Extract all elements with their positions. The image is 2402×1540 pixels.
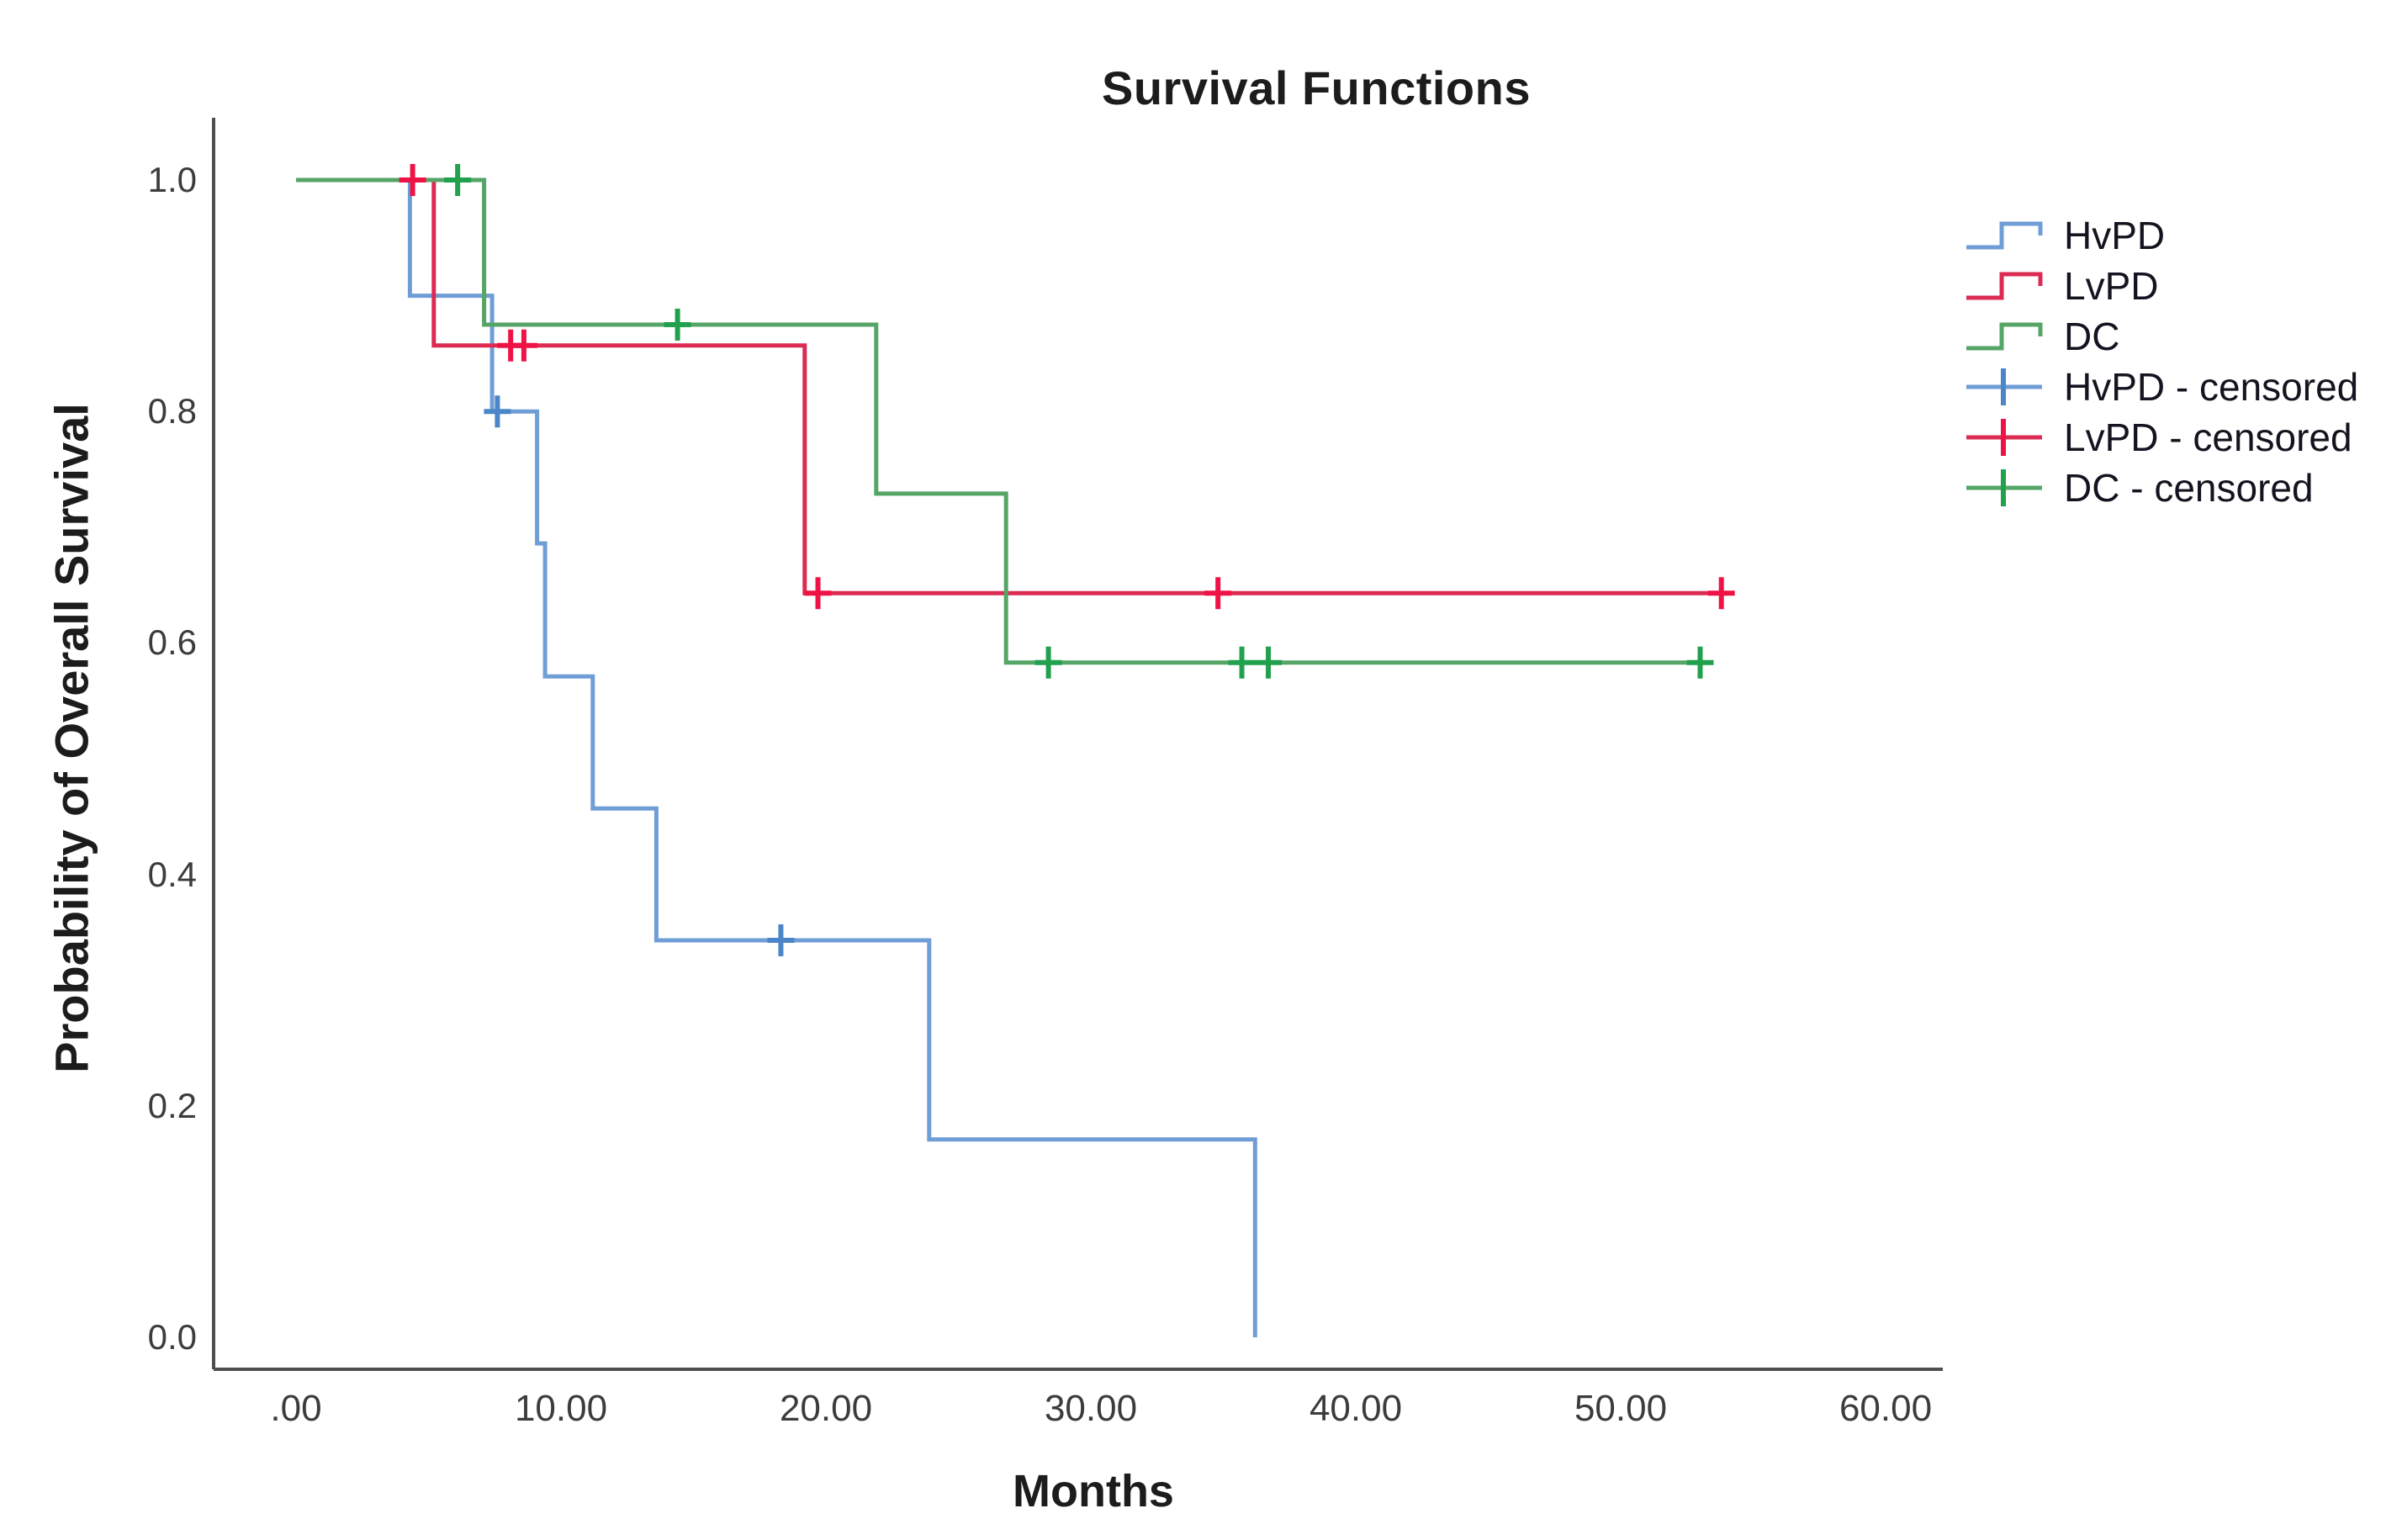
legend-item-lvpd-censored: LvPD - censored bbox=[1965, 412, 2352, 463]
legend-step-icon bbox=[1966, 221, 2043, 250]
legend-label: HvPD - censored bbox=[2064, 365, 2359, 409]
x-tick-label: 40.00 bbox=[1309, 1388, 1403, 1429]
series-line-LvPD bbox=[296, 177, 1733, 595]
chart-title: Survival Functions bbox=[1102, 61, 1531, 114]
x-tick-label: 50.00 bbox=[1574, 1388, 1668, 1429]
legend-label: DC - censored bbox=[2064, 466, 2314, 510]
legend-label: LvPD - censored bbox=[2064, 415, 2352, 459]
censor-mark-LvPD bbox=[804, 577, 832, 610]
series-line-HvPD bbox=[296, 177, 1257, 1337]
censor-mark-DC bbox=[1034, 646, 1062, 679]
censor-layer bbox=[399, 164, 1735, 957]
x-tick-label: 20.00 bbox=[779, 1388, 873, 1429]
legend-label: HvPD bbox=[2064, 214, 2166, 257]
y-tick-label: 0.4 bbox=[147, 854, 197, 894]
censor-mark-HvPD bbox=[767, 924, 795, 957]
censor-mark-LvPD bbox=[510, 329, 537, 362]
legend-censor-icon bbox=[1966, 419, 2042, 456]
y-tick-label: 0.6 bbox=[147, 622, 197, 663]
legend-item-hvpd: HvPD bbox=[1965, 210, 2165, 261]
censor-mark-LvPD bbox=[1204, 577, 1232, 610]
legend-item-hvpd-censored: HvPD - censored bbox=[1965, 362, 2358, 412]
series-line-DC bbox=[296, 177, 1706, 665]
legend-step-icon bbox=[1966, 272, 2043, 300]
legend-censor-icon bbox=[1966, 469, 2042, 506]
y-tick-label: 0.2 bbox=[147, 1085, 197, 1125]
x-tick-label: 60.00 bbox=[1839, 1388, 1933, 1429]
x-tick-label: .00 bbox=[270, 1388, 322, 1429]
y-tick-label: 1.0 bbox=[147, 160, 197, 199]
legend-item-lvpd: LvPD bbox=[1965, 261, 2158, 311]
legend-item-dc-censored: DC - censored bbox=[1965, 463, 2314, 513]
y-tick-label: 0.8 bbox=[147, 391, 197, 431]
censor-mark-LvPD bbox=[1707, 577, 1735, 610]
censor-mark-DC bbox=[1255, 646, 1283, 679]
censor-mark-HvPD bbox=[484, 395, 511, 428]
censor-mark-DC bbox=[1686, 646, 1714, 679]
censor-mark-DC bbox=[444, 164, 472, 196]
legend-item-dc: DC bbox=[1965, 311, 2119, 362]
legend-label: DC bbox=[2064, 315, 2120, 358]
y-tick-label: 0.0 bbox=[147, 1317, 197, 1357]
censor-mark-DC bbox=[664, 309, 691, 341]
x-axis-title: Months bbox=[1013, 1466, 1174, 1516]
legend-censor-icon bbox=[1966, 368, 2042, 405]
legend-label: LvPD bbox=[2064, 264, 2159, 308]
x-tick-label: 10.00 bbox=[514, 1388, 608, 1429]
censor-mark-LvPD bbox=[399, 164, 426, 196]
legend-step-icon bbox=[1966, 322, 2043, 351]
censor-mark-DC bbox=[1228, 646, 1256, 679]
x-tick-label: 30.00 bbox=[1044, 1388, 1138, 1429]
